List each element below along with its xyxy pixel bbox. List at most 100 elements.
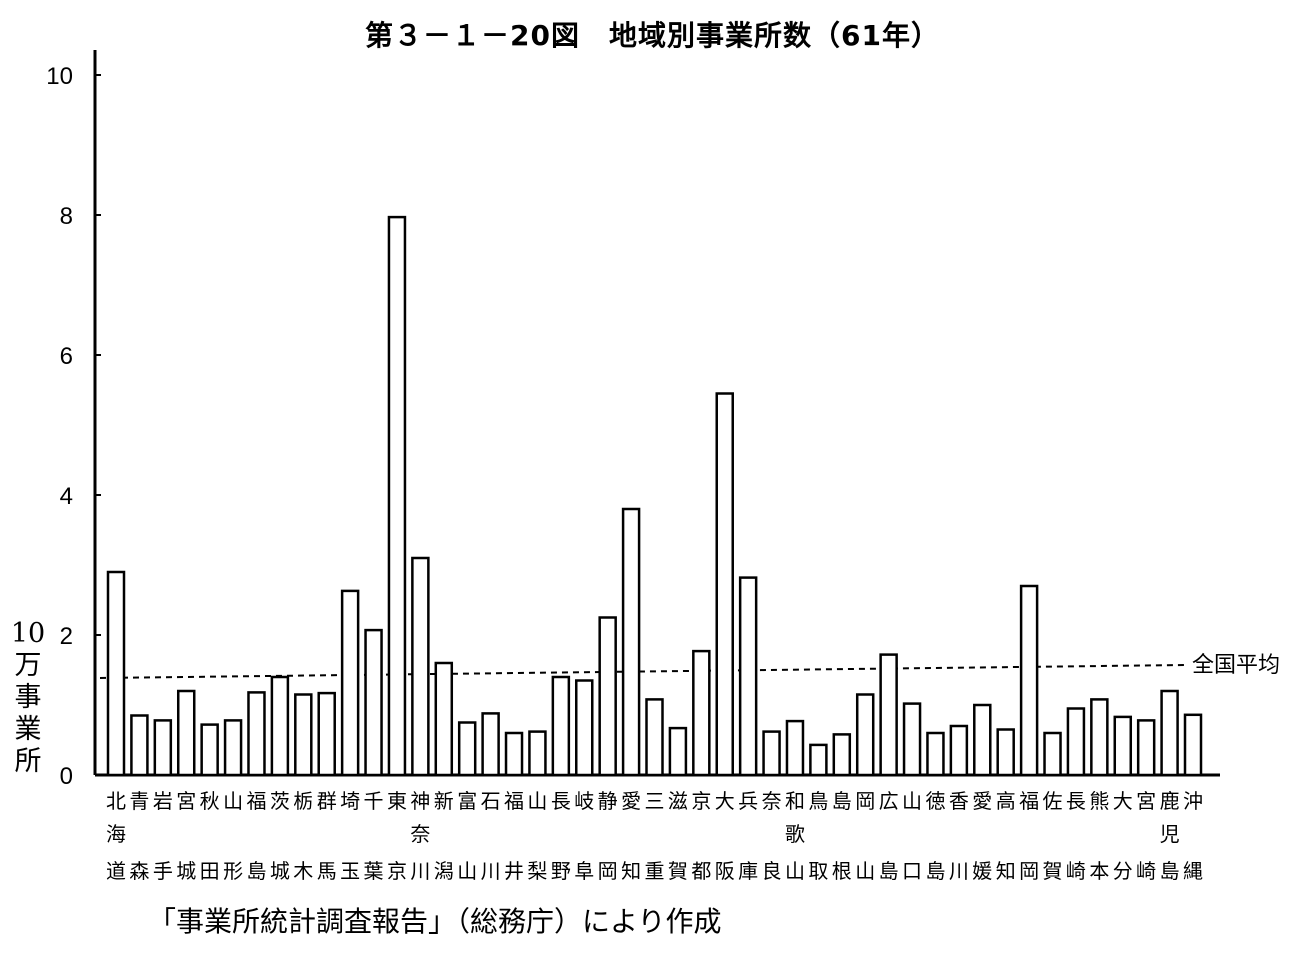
category-label-char: 岩 [153,789,173,813]
category-label-char: 形 [223,859,243,883]
category-label-char: 本 [1089,859,1109,883]
chart-title: 第３－１－20図 地域別事業所数（61年） [365,19,940,52]
category-label-char: 賀 [1043,859,1063,883]
category-label-char: 東 [387,789,407,813]
category-label-char: 山 [457,859,477,883]
category-label-char: 都 [691,859,711,883]
category-label-char: 福 [246,789,266,813]
bar [481,712,500,777]
category-label-char: 分 [1113,859,1133,883]
category-label-char: 岡 [598,859,618,883]
category-label-char: 栃 [293,789,313,813]
category-label-char: 島 [246,859,266,883]
category-label-char: 神 [410,789,430,813]
category-label-char: 海 [106,822,126,846]
category-label-char: 城 [176,859,196,883]
bar [1043,731,1062,777]
category-label-char: 長 [1066,789,1086,813]
category-label-char: 媛 [972,859,992,883]
bar [153,719,173,777]
category-label-char: 道 [106,859,126,883]
category-label-char: 石 [481,789,501,813]
category-label-char: 兵 [738,789,758,813]
category-label-char: 滋 [668,789,688,813]
category-label-char: 鳥 [808,789,828,813]
category-label-char: 和 [785,789,805,813]
category-label-char: 葉 [364,859,384,883]
category-label-char: 高 [996,789,1016,813]
category-label-char: 宮 [176,789,196,813]
category-label-char: 福 [504,789,524,813]
bar [457,721,477,777]
bar [411,556,430,777]
category-label-char: 阪 [715,859,735,883]
bar [270,675,290,777]
category-label-char: 鹿 [1160,789,1180,813]
bar [434,661,454,777]
category-label-char: 富 [457,789,477,813]
category-label-char: 重 [645,859,665,883]
bar [200,723,219,777]
bar [340,589,360,777]
category-label-char: 口 [902,859,922,883]
category-label-char: 京 [387,859,407,883]
category-label-char: 島 [1160,859,1180,883]
bar [575,679,594,777]
bar [785,719,805,777]
bar [1183,713,1203,777]
source-note: 「事業所統計調査報告」（総務庁）により作成 [148,905,722,938]
category-label-char: 香 [949,789,969,813]
bar [130,714,149,777]
bar [551,675,571,777]
category-label-char: 山 [527,789,547,813]
bar [621,507,641,777]
category-label-char: 児 [1160,822,1180,846]
category-label-char: 徳 [925,789,945,813]
category-label-char: 山 [223,789,243,813]
category-label-char: 岡 [855,789,875,813]
bar [598,616,617,777]
category-label-char: 取 [808,859,828,883]
category-label-char: 奈 [410,822,430,846]
category-label-char: 島 [832,789,852,813]
category-label-char: 根 [832,859,852,883]
category-label-char: 茨 [270,789,290,813]
bar [1066,707,1086,777]
category-label-char: 城 [270,859,290,883]
category-label-char: 群 [317,789,337,813]
category-label-char: 知 [621,859,641,883]
category-label-char: 佐 [1043,789,1063,813]
category-label-char: 玉 [340,859,360,883]
category-label-char: 愛 [972,789,992,813]
category-label-char: 長 [551,789,571,813]
category-label-char: 川 [410,859,430,883]
category-label-char: 縄 [1183,859,1203,883]
category-label-char: 歌 [785,822,805,846]
category-label-char: 広 [879,789,899,813]
category-label-char: 岡 [1019,859,1039,883]
category-label-char: 田 [200,859,220,883]
category-label-char: 山 [785,859,805,883]
category-label-char: 島 [879,859,899,883]
category-label-char: 新 [434,789,454,813]
bar [926,731,945,777]
category-label-char: 静 [598,789,618,813]
category-label-char: 川 [949,859,969,883]
category-label-char: 愛 [621,789,641,813]
category-label-char: 馬 [317,859,337,883]
category-label-char: 梨 [527,859,547,883]
bar [294,693,313,777]
bar [106,570,126,777]
category-label-char: 山 [902,789,922,813]
category-label-char: 沖 [1183,789,1203,813]
y-tick-label: 8 [60,203,73,230]
y-tick-label: 10 [46,63,73,90]
y-axis-label: 10 万事業所 [10,618,46,777]
bar [668,726,688,777]
bar [247,691,266,777]
bar [762,730,781,777]
bar [1019,584,1039,777]
category-label-char: 川 [481,859,501,883]
y-tick-label: 6 [60,343,73,370]
